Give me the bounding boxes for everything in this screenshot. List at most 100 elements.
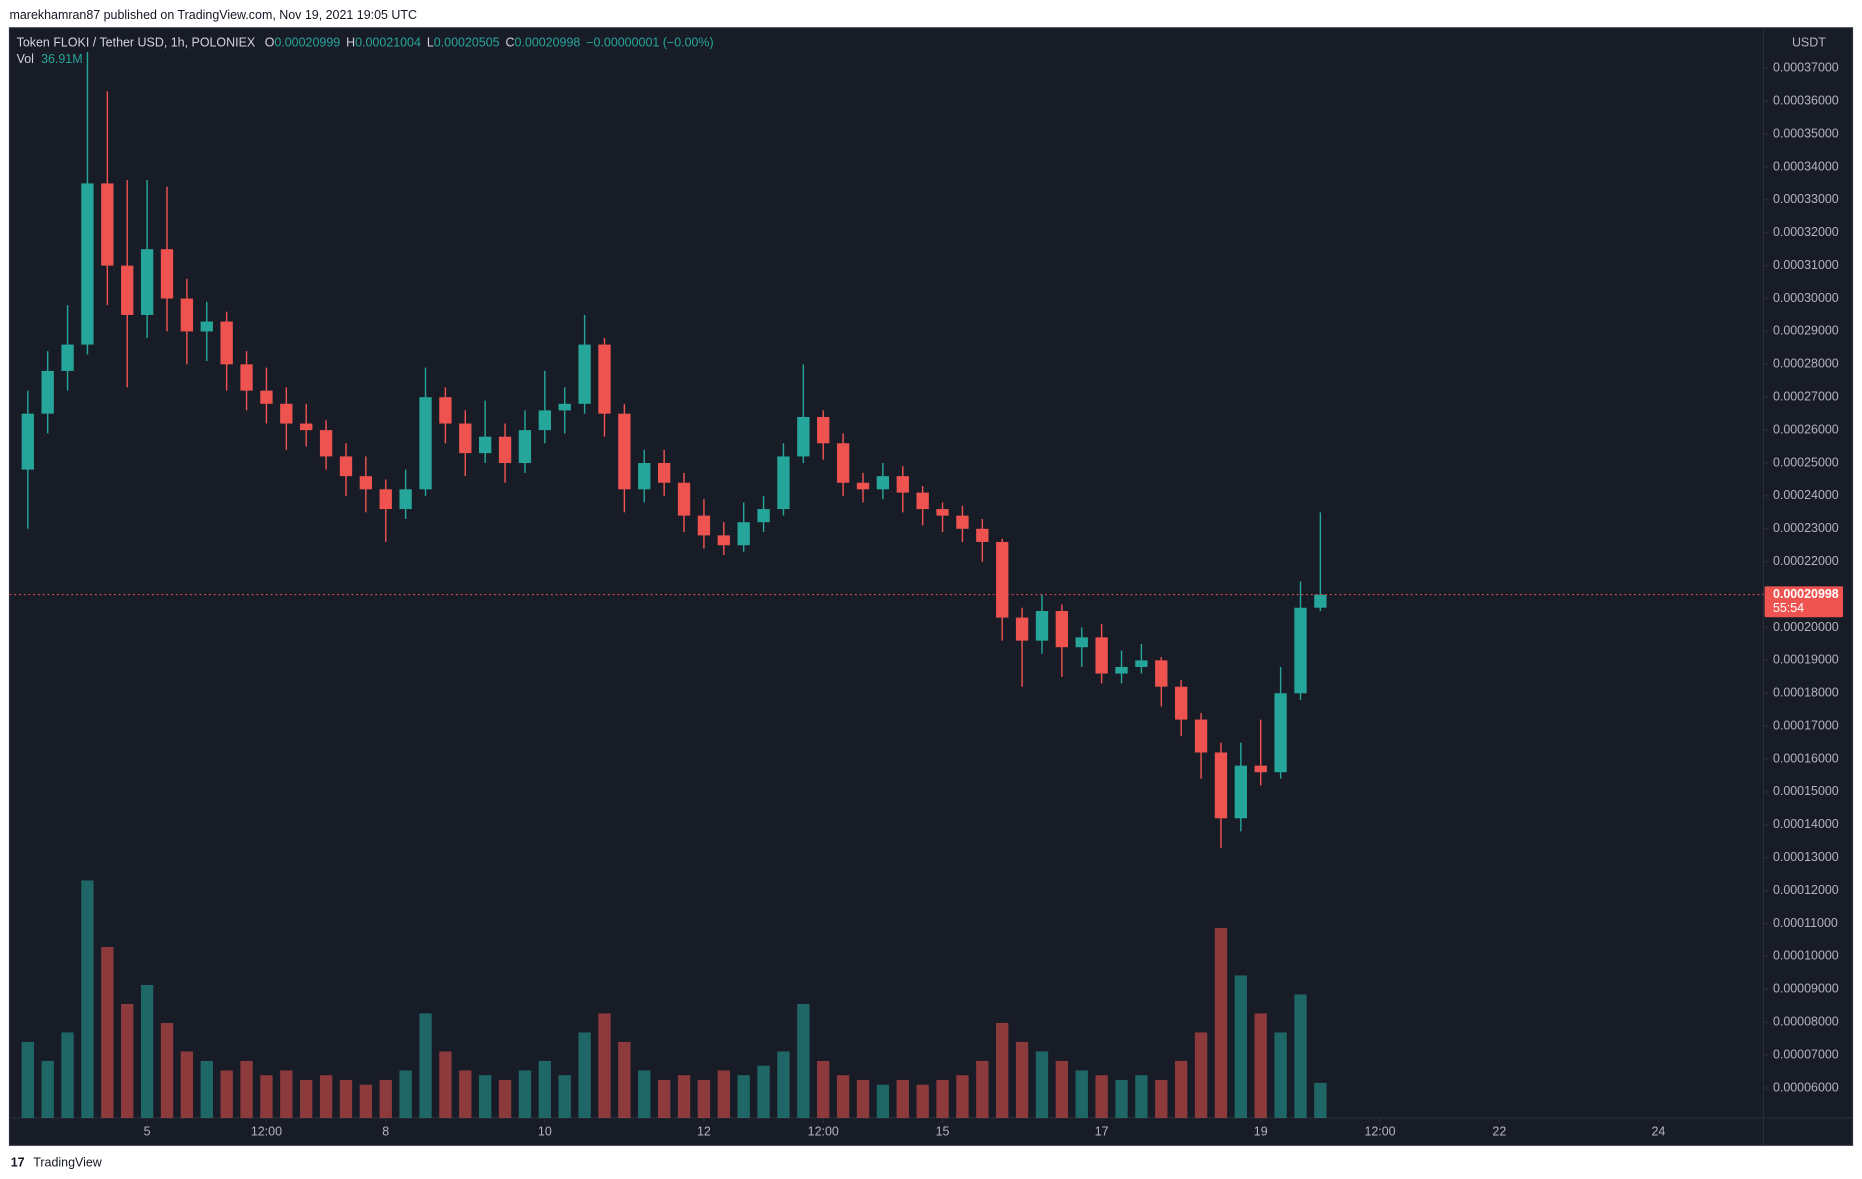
y-tick-label: 0.00018000 <box>1773 686 1839 700</box>
volume-bar <box>121 1003 134 1118</box>
x-tick-label: 10 <box>538 1124 552 1138</box>
ohlc-value: −0.00000001 (−0.00%) <box>586 36 713 50</box>
ohlc-value: 0.00020999 <box>274 36 340 50</box>
volume-bar <box>1294 994 1307 1118</box>
candle-body <box>1175 686 1188 720</box>
volume-bar <box>1095 1075 1108 1118</box>
volume-bar <box>1115 1079 1128 1118</box>
y-tick-label: 0.00020000 <box>1773 620 1839 634</box>
volume-bar <box>1055 1060 1069 1118</box>
x-tick-label: 12 <box>697 1124 711 1138</box>
y-tick-label: 0.00028000 <box>1773 357 1839 371</box>
candle-body <box>459 423 472 454</box>
y-tick-label: 0.00032000 <box>1773 225 1839 239</box>
volume-bar <box>319 1075 333 1118</box>
volume-bar <box>618 1041 631 1118</box>
candle-body <box>1035 611 1049 641</box>
volume-bar <box>220 1070 233 1118</box>
volume-bar <box>1274 1032 1287 1118</box>
y-tick-label: 0.00022000 <box>1773 554 1839 568</box>
x-tick-label: 5 <box>144 1124 151 1138</box>
candle-body <box>518 430 532 464</box>
y-tick-label: 0.00035000 <box>1773 126 1839 140</box>
volume-bar <box>856 1079 870 1118</box>
candle-body <box>996 541 1009 618</box>
currency-label: USDT <box>1792 36 1826 50</box>
volume-bar <box>459 1070 472 1118</box>
ohlc-key: H <box>346 36 355 50</box>
volume-bar <box>638 1070 651 1118</box>
ohlc-key: L <box>427 36 434 50</box>
x-tick-label: 19 <box>1254 1124 1268 1138</box>
volume-bar <box>697 1079 711 1118</box>
candle-body <box>1314 594 1327 608</box>
volume-bar <box>996 1022 1009 1118</box>
candle-body <box>1075 637 1088 648</box>
candle-body <box>81 183 94 345</box>
candle-body <box>1254 765 1267 773</box>
x-tick-label: 22 <box>1492 1124 1506 1138</box>
volume-bar <box>140 984 154 1118</box>
candle-body <box>319 430 333 457</box>
candle-body <box>121 265 134 315</box>
candle-body <box>419 397 432 490</box>
y-tick-label: 0.00037000 <box>1773 61 1839 75</box>
volume-bar <box>538 1060 551 1118</box>
y-tick-label: 0.00024000 <box>1773 488 1839 502</box>
y-tick-label: 0.00019000 <box>1773 653 1839 667</box>
volume-value: 36.91M <box>41 52 83 66</box>
volume-bar <box>379 1079 392 1118</box>
candle-body <box>359 476 373 490</box>
volume-bar <box>1075 1070 1088 1118</box>
x-tick-label: 8 <box>382 1124 389 1138</box>
volume-bar <box>817 1060 830 1118</box>
volume-bar <box>300 1079 313 1118</box>
y-tick-label: 0.00030000 <box>1773 291 1839 305</box>
y-tick-label: 0.00014000 <box>1773 817 1839 831</box>
candle-body <box>817 416 830 444</box>
volume-bar <box>896 1079 909 1118</box>
volume-bar <box>21 1041 34 1118</box>
candle-body <box>379 489 392 510</box>
volume-bar <box>578 1032 591 1118</box>
ohlc-key: C <box>506 36 515 50</box>
candle-body <box>717 535 730 546</box>
volume-bar <box>280 1070 293 1118</box>
last-price-box <box>1764 586 1843 618</box>
candle-body <box>618 413 631 490</box>
currency-badge <box>1799 34 1835 52</box>
y-tick-label: 0.00017000 <box>1773 718 1839 732</box>
volume-bar <box>797 1003 810 1118</box>
volume-bar <box>1135 1075 1148 1118</box>
y-tick-label: 0.00034000 <box>1773 159 1839 173</box>
y-tick-label: 0.00026000 <box>1773 422 1839 436</box>
volume-bar <box>41 1060 54 1118</box>
volume-bar <box>439 1051 452 1118</box>
volume-bar <box>518 1070 532 1118</box>
x-tick-label: 15 <box>936 1124 950 1138</box>
volume-bar <box>1254 1013 1267 1118</box>
candle-body <box>61 344 74 371</box>
volume-bar <box>936 1079 949 1118</box>
x-tick-label: 24 <box>1652 1124 1666 1138</box>
countdown: 55:54 <box>1773 601 1804 615</box>
y-tick-label: 0.00027000 <box>1773 390 1839 404</box>
candle-body <box>976 528 989 542</box>
candle-body <box>439 397 452 424</box>
candle-body <box>339 456 353 477</box>
candle-body <box>101 183 114 266</box>
candle-body <box>777 456 790 510</box>
x-tick-label: 12:00 <box>251 1124 282 1138</box>
volume-bar <box>1214 927 1228 1118</box>
candle-body <box>578 344 591 404</box>
footer-brand: TradingView <box>33 1155 103 1169</box>
ohlc-value: 0.00021004 <box>355 36 421 50</box>
footer-logo: 17 TradingView <box>11 1155 103 1169</box>
candle-body <box>200 321 213 332</box>
x-tick-label: 17 <box>1095 1124 1109 1138</box>
volume-bar <box>558 1075 571 1118</box>
volume-key: Vol <box>17 52 34 66</box>
candle-body <box>677 482 691 516</box>
candle-body <box>1194 719 1208 753</box>
volume-bar <box>498 1079 512 1118</box>
